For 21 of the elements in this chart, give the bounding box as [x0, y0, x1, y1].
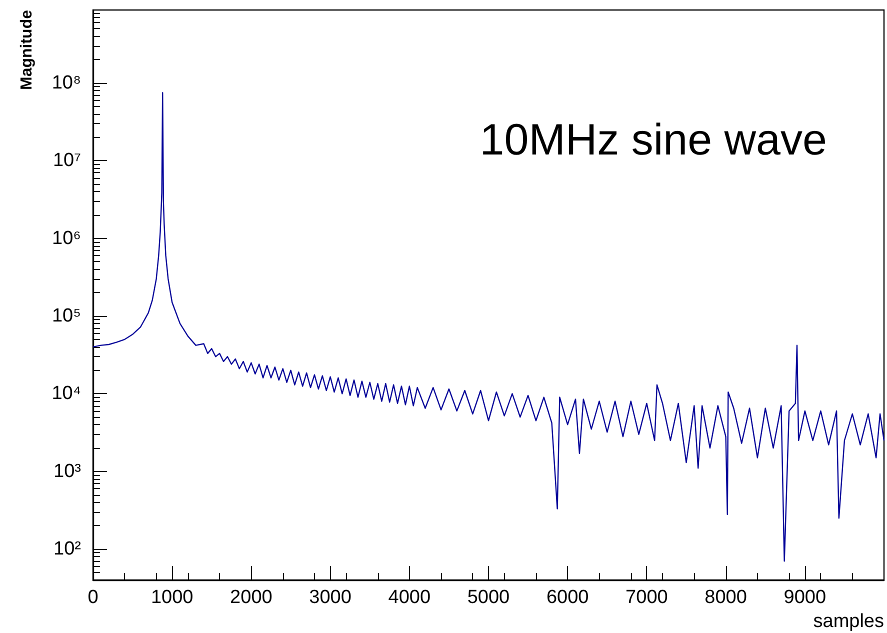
x-axis-title: samples [813, 611, 884, 632]
line-series [92, 92, 885, 562]
x-tick-label: 3000 [309, 587, 352, 608]
y-tick-label: 10³ [54, 460, 81, 482]
y-tick-label: 10² [54, 538, 81, 560]
x-tick-label: 1000 [150, 587, 194, 608]
y-axis-title: Magnitude [18, 10, 36, 90]
x-tick-label: 0 [88, 587, 98, 608]
y-tick-label: 10⁵ [52, 306, 81, 327]
x-tick-label: 6000 [546, 587, 589, 608]
x-tick-label: 7000 [626, 587, 668, 608]
x-tick-label: 5000 [467, 587, 510, 608]
x-tick-label: 2000 [230, 587, 272, 608]
x-tick-label: 9000 [784, 587, 826, 608]
y-tick-label: 10⁷ [52, 150, 82, 172]
x-tick-label: 4000 [388, 587, 431, 608]
y-tick-label: 10⁶ [52, 228, 81, 249]
y-tick-label: 10⁸ [52, 72, 81, 94]
x-tick-label: 8000 [704, 587, 747, 608]
annotation: 10MHz sine wave [480, 116, 828, 164]
y-tick-label: 10⁴ [52, 383, 81, 404]
